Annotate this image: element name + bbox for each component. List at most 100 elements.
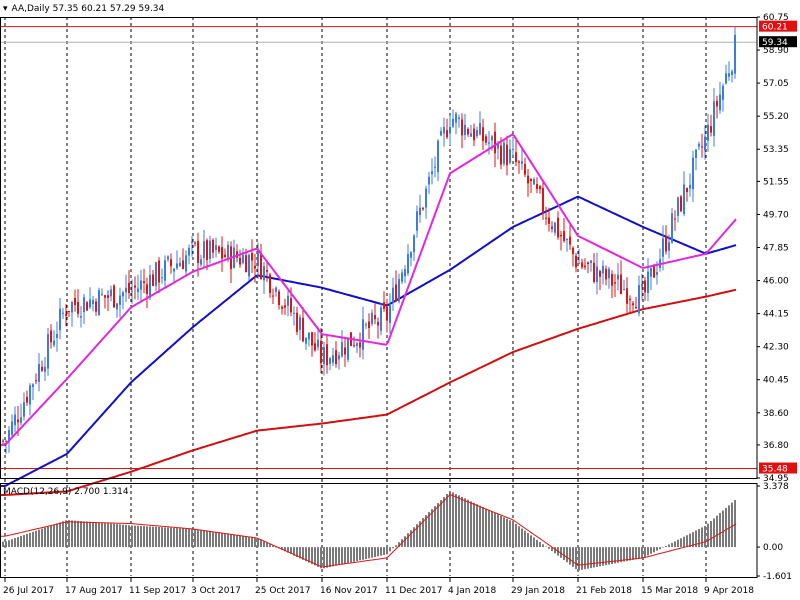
candle-body: [17, 419, 19, 423]
candle-body: [119, 295, 121, 305]
candle: [260, 243, 262, 280]
candle: [377, 317, 379, 339]
candle-body: [2, 440, 4, 442]
candle-body: [47, 334, 49, 369]
macd-bar: [29, 532, 31, 548]
candle-body: [512, 148, 514, 150]
macd-bar: [692, 532, 694, 548]
candle-body: [362, 319, 364, 350]
candle-body: [314, 343, 316, 351]
candle-body: [575, 255, 577, 268]
price-highlight: 35.48: [759, 462, 797, 475]
candle: [461, 113, 463, 149]
macd-bar: [53, 524, 55, 548]
candle: [263, 261, 265, 294]
time-tick-label: 3 Oct 2017: [191, 586, 241, 596]
candle-body: [392, 287, 394, 303]
candle-body: [365, 324, 367, 326]
macd-bar: [626, 547, 628, 562]
candle-body: [341, 342, 343, 357]
macd-bar: [23, 535, 25, 548]
macd-bar: [566, 547, 568, 563]
candle: [353, 336, 355, 348]
candle: [131, 279, 133, 304]
candle: [101, 288, 103, 297]
price-tick-label: 47.85: [763, 244, 789, 254]
macd-bar: [395, 545, 397, 548]
candle: [617, 263, 619, 291]
macd-bar: [548, 547, 550, 549]
macd-bar: [605, 547, 607, 566]
candle: [20, 403, 22, 426]
price-highlight-box: [759, 20, 797, 32]
macd-bar: [248, 536, 250, 548]
candle: [116, 302, 118, 318]
candle-body: [647, 271, 649, 293]
macd-bar: [41, 528, 43, 548]
macd-bar: [665, 546, 667, 547]
macd-bar: [239, 535, 241, 547]
candle: [716, 95, 718, 119]
candle: [452, 109, 454, 128]
candle: [581, 258, 583, 270]
candle: [542, 180, 544, 220]
macd-bar: [335, 547, 337, 566]
macd-bar: [425, 515, 427, 547]
candle: [308, 332, 310, 347]
macd-bar: [653, 547, 655, 553]
candle: [194, 241, 196, 247]
candle-body: [680, 196, 682, 212]
candle: [98, 287, 100, 316]
macd-bar: [713, 518, 715, 548]
macd-bar: [608, 547, 610, 565]
macd-bar: [734, 500, 736, 548]
macd-bar: [20, 536, 22, 547]
candle: [5, 439, 7, 455]
candle-body: [239, 257, 241, 265]
candle: [281, 305, 283, 315]
macd-bar: [650, 547, 652, 554]
macd-bar: [668, 544, 670, 548]
candle: [545, 206, 547, 225]
candle: [155, 261, 157, 292]
candle: [356, 341, 358, 354]
candle: [284, 298, 286, 315]
candle: [359, 332, 361, 358]
candle-body: [614, 282, 616, 284]
candle-body: [305, 337, 307, 344]
candle: [527, 168, 529, 197]
candle: [203, 229, 205, 269]
macd-bar: [74, 520, 76, 547]
macd-signal-line: [0, 494, 737, 568]
candle-body: [404, 269, 406, 277]
candle-body: [503, 142, 505, 164]
price-tick-label: 36.80: [763, 441, 789, 451]
candle-body: [59, 308, 61, 331]
candle: [389, 293, 391, 334]
candle: [506, 135, 508, 176]
price-highlight-label: 35.48: [762, 465, 788, 475]
macd-bar: [284, 547, 286, 552]
macd-bar: [350, 547, 352, 563]
macd-bar: [35, 530, 37, 548]
candle-body: [371, 312, 373, 324]
dropdown-triangle-icon[interactable]: ▾: [3, 4, 8, 14]
candle: [323, 341, 325, 376]
candle: [86, 301, 88, 311]
macd-bar: [710, 521, 712, 548]
candlesticks: [2, 26, 736, 455]
macd-bar: [635, 547, 637, 560]
macd-bar: [686, 535, 688, 548]
candle: [704, 125, 706, 160]
candle-body: [716, 100, 718, 107]
macd-bar: [482, 507, 484, 547]
macd-bar: [680, 538, 682, 548]
candle-body: [713, 101, 715, 136]
candle: [80, 305, 82, 328]
candle-body: [677, 197, 679, 216]
price-tick-label: 42.30: [763, 343, 789, 353]
candle-body: [524, 163, 526, 175]
candle: [422, 206, 424, 211]
candle: [326, 336, 328, 374]
candle-body: [638, 285, 640, 314]
